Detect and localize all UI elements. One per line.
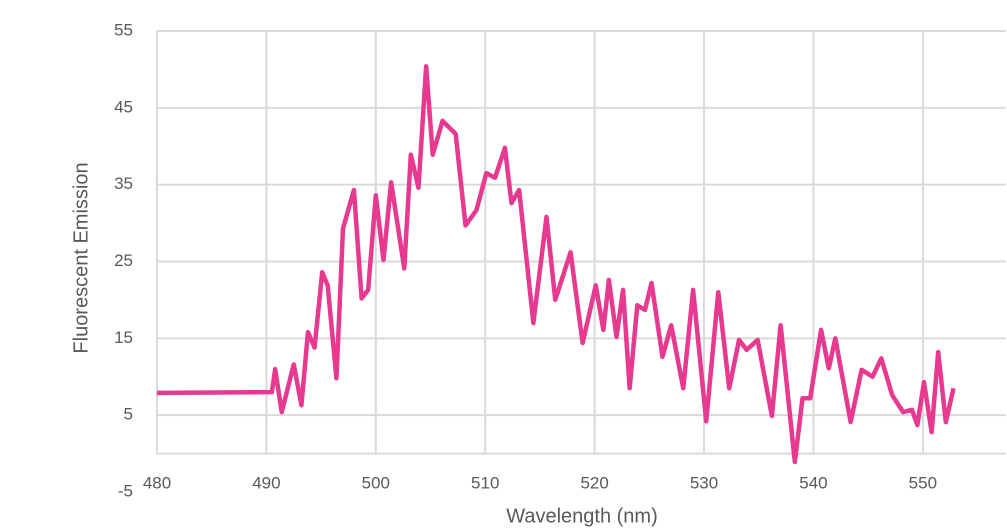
y-tick-label: 55 [114,20,133,39]
x-tick-label: 530 [690,473,718,492]
y-tick-label: 5 [124,405,133,424]
x-tick-label: 510 [471,473,499,492]
data-line [156,64,956,465]
y-tick-label: 25 [114,251,133,270]
y-tick-label: 45 [114,97,133,116]
y-tick-label: 35 [114,174,133,193]
x-tick-label: 480 [143,473,171,492]
y-tick-label: -5 [118,481,133,500]
x-tick-label: 540 [799,473,827,492]
y-axis-title: Fluorescent Emission [70,162,92,353]
x-tick-label: 500 [362,473,390,492]
x-axis-title: Wavelength (nm) [506,505,658,527]
x-tick-label: 550 [909,473,937,492]
x-tick-label: 490 [252,473,280,492]
x-tick-label: 520 [580,473,608,492]
y-tick-label: 15 [114,328,133,347]
